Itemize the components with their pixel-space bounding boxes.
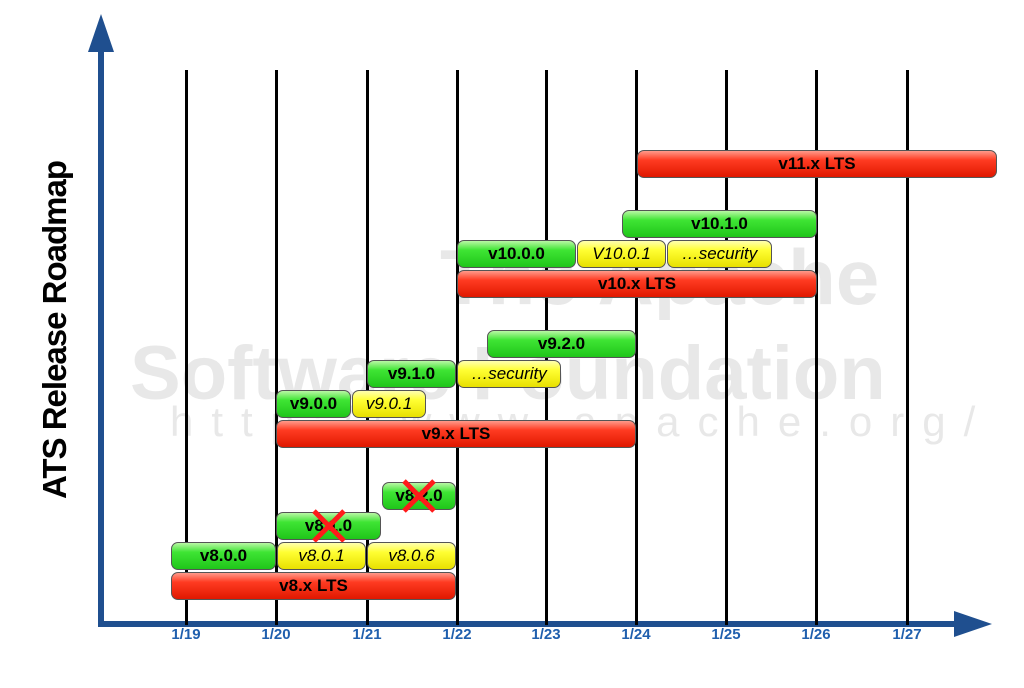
x-tick-label: 1/26 — [801, 626, 831, 643]
release-label: …security — [681, 244, 758, 263]
release-label: v9.1.0 — [387, 364, 436, 383]
release-label: v11.x LTS — [778, 154, 856, 173]
x-tick-label: 1/21 — [352, 626, 382, 643]
gridline — [815, 70, 818, 625]
cancelled-x-icon — [402, 479, 436, 513]
gridline — [366, 70, 369, 625]
patch-release-bar: v9.0.1 — [352, 390, 426, 418]
x-tick-label: 1/19 — [171, 626, 201, 643]
release-label: V10.0.1 — [592, 244, 651, 263]
feature-release-bar: v10.1.0 — [622, 210, 817, 238]
cancelled-x-icon — [311, 509, 346, 543]
lts-release-bar: v10.x LTS — [457, 270, 817, 298]
patch-release-bar: v8.0.6 — [367, 542, 456, 570]
x-tick-label: 1/22 — [442, 626, 472, 643]
gridline — [635, 70, 638, 625]
release-label: v8.0.0 — [199, 546, 248, 565]
patch-release-bar: v8.0.1 — [277, 542, 366, 570]
x-tick-label: 1/25 — [711, 626, 741, 643]
lts-release-bar: v11.x LTS — [637, 150, 997, 178]
gridline — [725, 70, 728, 625]
x-tick-label: 1/27 — [892, 626, 922, 643]
feature-release-bar: v8.0.0 — [171, 542, 276, 570]
feature-release-bar: v9.1.0 — [367, 360, 456, 388]
release-label: v8.x LTS — [279, 576, 348, 595]
x-tick-label: 1/20 — [261, 626, 291, 643]
feature-release-bar: v9.2.0 — [487, 330, 636, 358]
lts-release-bar: v8.x LTS — [171, 572, 456, 600]
release-label: v10.0.0 — [488, 244, 545, 263]
gridline — [906, 70, 909, 625]
feature-release-bar: v9.0.0 — [276, 390, 351, 418]
release-label: v9.0.0 — [289, 394, 338, 413]
release-label: v10.x LTS — [597, 274, 677, 293]
release-label: v10.1.0 — [691, 214, 748, 233]
release-label: v9.2.0 — [537, 334, 586, 353]
feature-release-bar: v10.0.0 — [457, 240, 576, 268]
release-label: v8.0.1 — [298, 546, 345, 565]
x-tick-label: 1/24 — [621, 626, 651, 643]
gridline — [456, 70, 459, 625]
x-tick-label: 1/23 — [531, 626, 561, 643]
release-label: v9.x LTS — [421, 424, 491, 443]
x-axis-arrow-icon — [954, 611, 992, 637]
feature-release-bar: v8.1.0 — [276, 509, 381, 543]
release-label: v9.0.1 — [365, 394, 413, 413]
feature-release-bar: v8.2.0 — [382, 479, 456, 513]
patch-release-bar: …security — [667, 240, 772, 268]
patch-release-bar: V10.0.1 — [577, 240, 666, 268]
gridline — [275, 70, 278, 625]
lts-release-bar: v9.x LTS — [276, 420, 636, 448]
patch-release-bar: …security — [457, 360, 561, 388]
release-label: …security — [471, 364, 547, 383]
release-label: v8.0.6 — [388, 546, 435, 565]
y-axis-arrow-icon — [88, 14, 114, 52]
gridline — [185, 70, 188, 625]
